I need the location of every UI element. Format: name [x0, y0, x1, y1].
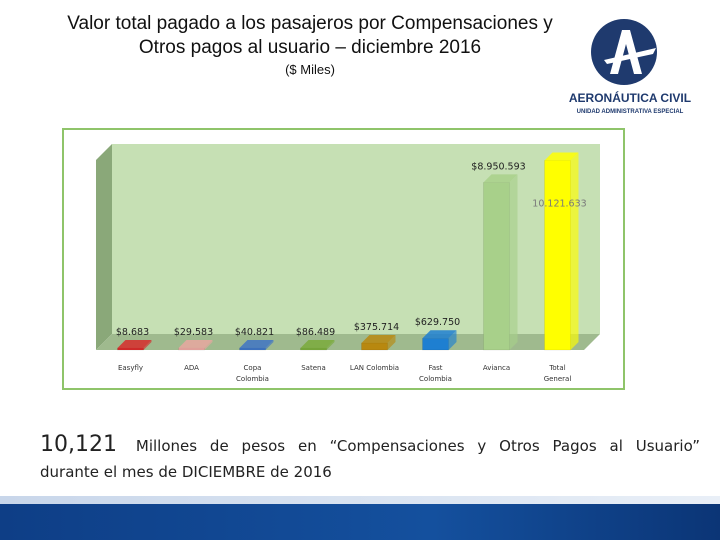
bar-side — [265, 340, 274, 350]
bar-top — [178, 340, 213, 348]
units-label: ($ Miles) — [285, 62, 335, 77]
summary-text: 10,121 Millones de pesos en “Compensacio… — [40, 432, 700, 485]
category-label: Satena — [301, 364, 326, 372]
chart-back-wall — [112, 144, 600, 334]
bar-top — [239, 340, 274, 348]
bar — [483, 182, 510, 351]
title-line-1: Valor total pagado a los pasajeros por C… — [67, 13, 553, 34]
logo-a-shape — [610, 30, 642, 74]
bar — [178, 347, 205, 351]
category-label: LAN Colombia — [350, 364, 399, 372]
bar-top — [483, 174, 518, 183]
bar-top — [544, 152, 579, 161]
bar-top — [422, 330, 457, 339]
bar — [544, 160, 571, 351]
data-label: $8.950.593 — [471, 161, 525, 172]
bar-side — [570, 152, 579, 350]
data-label: $629.750 — [415, 317, 460, 328]
category-label: Copa Colombia — [236, 364, 269, 383]
aerocivil-logo: AERONÁUTICA CIVIL UNIDAD ADMINISTRATIVA … — [569, 19, 691, 115]
footer-band — [0, 504, 720, 540]
bar-side — [509, 174, 518, 350]
chart-frame: $8.683 Easyfly $29.583 ADA $40.821 Copa Colomb… — [62, 128, 625, 390]
data-label: $40.821 — [235, 327, 274, 338]
data-label: $375.714 — [354, 322, 399, 333]
logo-name: AERONÁUTICA CIVIL — [569, 90, 691, 105]
category-label: ADA — [184, 364, 199, 372]
summary-line-2: durante el mes de DICIEMBRE de 2016 — [40, 463, 332, 481]
bar — [239, 347, 266, 351]
data-label: $29.583 — [174, 327, 213, 338]
footer-band-light — [0, 496, 720, 504]
summary-line-1: 10,121 Millones de pesos en “Compensacio… — [40, 432, 700, 459]
title-line-2: Otros pagos al usuario – diciembre 2016 — [138, 37, 482, 58]
bar-side — [387, 334, 396, 350]
bar — [361, 342, 388, 351]
category-label: Easyfly — [118, 364, 143, 372]
chart-side-wall — [96, 144, 112, 350]
bar-chart: $8.683 Easyfly $29.583 ADA $40.821 Copa Colomb… — [96, 144, 600, 383]
data-label: $86.489 — [296, 327, 335, 338]
data-label: 10.121.633 — [532, 198, 586, 209]
bar-side — [326, 340, 335, 350]
bar-top — [300, 340, 335, 348]
data-label: $8.683 — [116, 327, 149, 338]
logo-swoosh — [604, 48, 656, 64]
chart-floor — [96, 334, 600, 350]
bar — [422, 337, 449, 351]
bar-side — [448, 330, 457, 350]
category-label: Avianca — [483, 364, 510, 372]
bar — [300, 347, 327, 351]
page-title: Valor total pagado a los pasajeros por C… — [20, 12, 600, 60]
summary-line-1-text: Millones de pesos en “Compensaciones y O… — [135, 437, 700, 455]
bar — [117, 347, 144, 351]
bar-side — [204, 340, 213, 350]
bar-top — [361, 334, 396, 343]
bar-side — [143, 340, 152, 350]
category-label: Total General — [544, 364, 572, 383]
summary-big-number: 10,121 — [40, 432, 117, 457]
category-label: Fast Colombia — [419, 364, 452, 383]
logo-tagline: UNIDAD ADMINISTRATIVA ESPECIAL — [577, 109, 684, 115]
bar-top — [117, 340, 152, 348]
